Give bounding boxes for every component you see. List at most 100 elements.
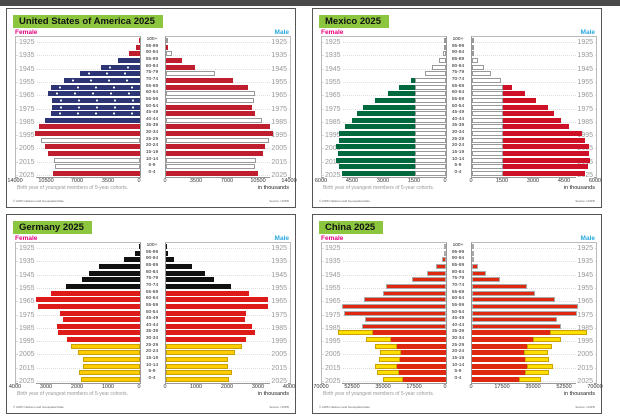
male-bar	[503, 131, 582, 137]
male-bar	[472, 137, 503, 143]
age-group-label: 60-64	[451, 90, 465, 96]
birth-year-label: 1965	[270, 298, 288, 306]
female-bar	[70, 343, 140, 349]
male-axis-tick: 0	[163, 384, 167, 390]
birth-year-label: 2015	[576, 364, 594, 372]
birth-year-gridline	[166, 274, 290, 276]
birth-year-label: 1985	[270, 324, 288, 332]
age-group-label: 80-84	[145, 63, 159, 69]
female-bar	[415, 91, 446, 97]
age-group-label: 40-44	[451, 116, 465, 122]
female-bar	[374, 97, 415, 103]
female-plot-area: 1925 1935 1945 1955 1965 1975 1985 1995 2005 2015…	[15, 36, 141, 179]
birth-year-label: 2025	[270, 378, 288, 385]
female-bar	[415, 104, 446, 110]
female-bar	[415, 157, 446, 163]
female-axis-tick: 7000	[70, 178, 84, 184]
female-bar	[387, 91, 415, 97]
age-group-label: 65-69	[145, 289, 159, 295]
birth-year-label: 1975	[270, 311, 288, 319]
male-bar	[166, 263, 193, 269]
male-bar	[503, 144, 589, 150]
male-bar	[166, 111, 255, 117]
female-bar	[82, 357, 140, 363]
age-group-label: 15-19	[451, 356, 465, 362]
female-bar	[378, 357, 401, 363]
female-bar	[80, 377, 140, 382]
birth-year-label: 1965	[576, 92, 594, 100]
age-group-label: 70-74	[451, 282, 465, 288]
birth-year-gridline	[322, 274, 446, 276]
female-bar	[51, 111, 140, 117]
birth-year-label: 2005	[576, 351, 594, 359]
female-axis-tick: 2000	[70, 384, 84, 390]
male-bar	[523, 350, 549, 356]
female-bar	[65, 283, 140, 289]
female-bar	[341, 303, 446, 309]
male-axis-tick: 3500	[189, 178, 203, 184]
female-bar	[415, 151, 446, 157]
male-bar	[550, 330, 588, 336]
male-axis-tick: 6000	[588, 178, 602, 184]
age-group-label: 20-24	[451, 349, 465, 355]
age-group-label: 75-79	[451, 70, 465, 76]
male-bar	[472, 144, 503, 150]
male-bar	[166, 283, 232, 289]
pyramid-panel-3: China 2025 Female Male 1925 1935 1945 1955 1965…	[312, 214, 603, 414]
female-bar	[415, 97, 446, 103]
female-axis-tick: 3500	[101, 178, 115, 184]
female-bar	[363, 297, 446, 303]
birth-year-label: 1975	[270, 105, 288, 113]
female-bar	[38, 303, 140, 309]
age-group-label: 40-44	[451, 322, 465, 328]
female-bar	[415, 137, 446, 143]
male-plot-area: 1925193519451955196519751985199520052015…	[471, 36, 597, 179]
female-bar	[372, 330, 446, 336]
birth-year-label: 1965	[270, 92, 288, 100]
male-bar	[472, 290, 535, 296]
male-bar	[472, 97, 503, 103]
male-bar	[519, 377, 542, 382]
female-bar	[341, 171, 415, 176]
female-bar	[402, 377, 446, 382]
female-bar	[397, 363, 446, 369]
birth-year-gridline	[322, 42, 446, 43]
top-bar	[0, 0, 620, 6]
birth-year-label: 1995	[576, 338, 594, 346]
female-bar	[34, 131, 140, 137]
male-bar	[472, 270, 486, 276]
footnote: Birth year of youngest members of 5-year…	[17, 185, 129, 191]
age-group-label: 30-34	[451, 130, 465, 136]
birth-year-label: 1965	[18, 92, 36, 100]
units-label: in thousands	[563, 185, 595, 191]
birth-year-gridline	[166, 248, 290, 249]
age-group-label: 25-29	[145, 342, 159, 348]
male-bar	[166, 44, 168, 50]
male-bar	[166, 151, 264, 157]
age-group-label: 50-54	[145, 309, 159, 315]
birth-year-label: 1985	[270, 118, 288, 126]
source-text: Source: UNPD	[575, 405, 595, 409]
male-bar	[166, 164, 256, 170]
female-bar	[345, 124, 415, 130]
age-group-label: 30-34	[451, 336, 465, 342]
female-axis-tick: 3000	[376, 178, 390, 184]
female-bar	[444, 38, 446, 43]
birth-year-gridline	[472, 68, 596, 70]
female-bar	[444, 250, 446, 256]
male-axis-tick: 10500	[250, 178, 266, 184]
male-bar	[503, 151, 589, 157]
female-axis-tick: 1000	[101, 384, 115, 390]
age-group-label: 10-14	[145, 156, 159, 162]
age-group-label: 35-39	[145, 123, 159, 129]
age-group-label: 20-24	[145, 143, 159, 149]
birth-year-label: 2025	[270, 172, 288, 179]
female-bar	[427, 270, 446, 276]
age-group-label: 25-29	[145, 136, 159, 142]
birth-year-label: 1955	[18, 284, 36, 292]
female-axis-tick: 0	[443, 178, 447, 184]
birth-year-label: 1965	[576, 298, 594, 306]
female-bar	[415, 131, 446, 137]
male-bar	[472, 343, 527, 349]
female-bar	[415, 117, 446, 123]
